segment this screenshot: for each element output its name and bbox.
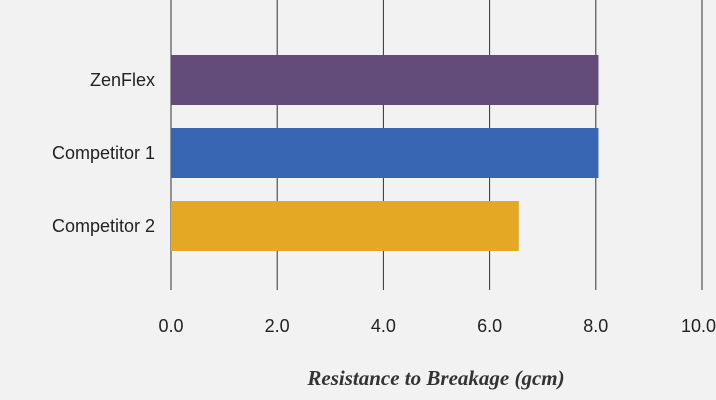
x-tick-label: 8.0 [583,316,608,336]
x-tick-labels: 0.0 2.0 4.0 6.0 8.0 10.0 [158,316,716,336]
x-axis-title: Resistance to Breakage (gcm) [306,366,564,390]
bar-competitor-1 [171,128,598,178]
bars [171,55,598,251]
x-tick-label: 4.0 [371,316,396,336]
bar-competitor-2 [171,201,519,251]
x-tick-label: 0.0 [158,316,183,336]
x-tick-label: 2.0 [265,316,290,336]
category-labels: ZenFlex Competitor 1 Competitor 2 [52,70,155,236]
x-tick-label: 10.0 [681,316,716,336]
bar-zenflex [171,55,598,105]
category-label: ZenFlex [90,70,155,90]
category-label: Competitor 2 [52,216,155,236]
x-tick-label: 6.0 [477,316,502,336]
category-label: Competitor 1 [52,143,155,163]
